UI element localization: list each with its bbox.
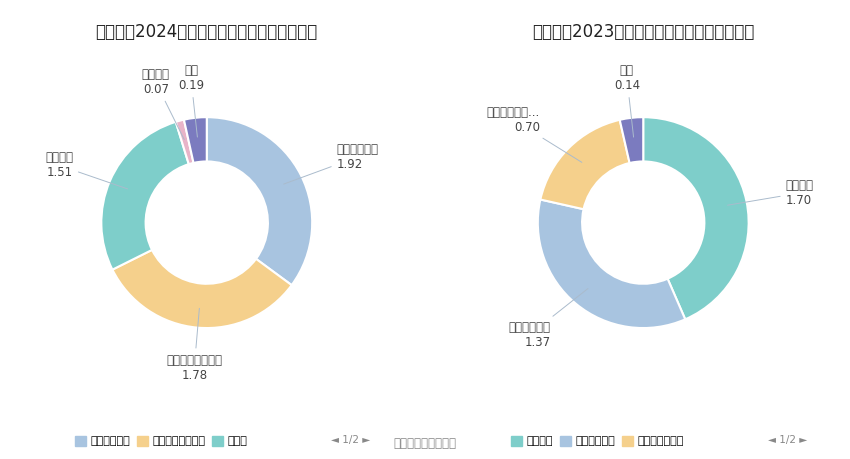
Wedge shape <box>112 250 292 328</box>
Text: 其他
0.19: 其他 0.19 <box>178 64 204 137</box>
Title: 巨轮智能2024年上半年营业收入构成（亿元）: 巨轮智能2024年上半年营业收入构成（亿元） <box>96 23 318 41</box>
Title: 巨轮智能2023年上半年营业收入构成（亿元）: 巨轮智能2023年上半年营业收入构成（亿元） <box>532 23 755 41</box>
Wedge shape <box>538 200 685 328</box>
Text: ◄ 1/2 ►: ◄ 1/2 ► <box>768 435 808 445</box>
Text: 轮胎模具
1.70: 轮胎模具 1.70 <box>728 179 813 207</box>
Wedge shape <box>541 120 630 209</box>
Text: 机器人及智能...
0.70: 机器人及智能... 0.70 <box>487 106 582 162</box>
Text: 轮胎模具
1.51: 轮胎模具 1.51 <box>45 151 128 189</box>
Text: 机器人及智能装备
1.78: 机器人及智能装备 1.78 <box>167 308 222 381</box>
Wedge shape <box>176 120 194 164</box>
Wedge shape <box>207 117 312 285</box>
Text: 精密机床
0.07: 精密机床 0.07 <box>142 68 184 140</box>
Text: 其他
0.14: 其他 0.14 <box>614 64 640 137</box>
Wedge shape <box>643 117 749 319</box>
Text: 数据来源：恒生聚源: 数据来源：恒生聚源 <box>394 437 456 450</box>
Text: 液压式硫化机
1.37: 液压式硫化机 1.37 <box>508 289 588 349</box>
Wedge shape <box>184 117 207 163</box>
Text: 液压式硫化机
1.92: 液压式硫化机 1.92 <box>284 143 378 184</box>
Legend: 液压式硫化机, 机器人及智能装备, 轮胎模: 液压式硫化机, 机器人及智能装备, 轮胎模 <box>75 436 247 447</box>
Wedge shape <box>620 117 643 163</box>
Wedge shape <box>101 122 189 269</box>
Text: ◄ 1/2 ►: ◄ 1/2 ► <box>332 435 371 445</box>
Legend: 轮胎模具, 液压式硫化机, 机器人及智能装: 轮胎模具, 液压式硫化机, 机器人及智能装 <box>512 436 684 447</box>
